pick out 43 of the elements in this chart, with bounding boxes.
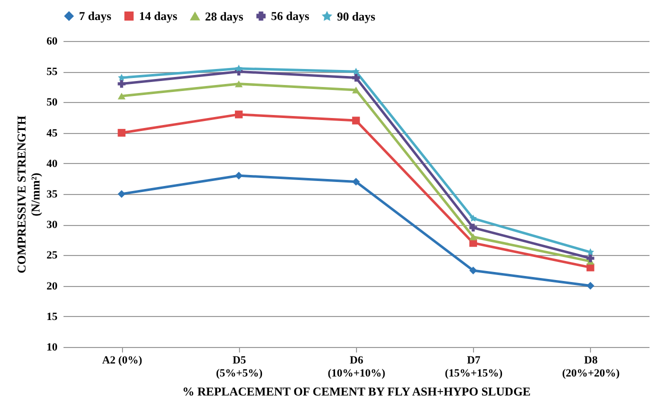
point xyxy=(469,233,478,240)
point xyxy=(234,172,243,180)
point xyxy=(234,80,243,88)
point xyxy=(469,266,478,274)
point xyxy=(118,92,126,100)
y-tick-label: 40 xyxy=(46,158,58,170)
y-tick-label: 60 xyxy=(46,36,58,48)
point xyxy=(586,282,594,290)
point xyxy=(352,68,360,75)
legend-label: 28 days xyxy=(205,9,244,24)
legend-label: 56 days xyxy=(271,9,310,24)
point xyxy=(118,74,126,81)
y-tick-label: 15 xyxy=(46,310,58,323)
x-tick-label: D8 (20%+20%) xyxy=(562,354,620,380)
y-tick-label: 45 xyxy=(46,127,58,140)
point xyxy=(470,214,477,222)
x-tick-label: A2 (0%) xyxy=(102,354,142,366)
legend-label: 14 days xyxy=(139,9,178,24)
x-tick-label: D6 (10%+10%) xyxy=(328,354,386,380)
y-tick-label: 35 xyxy=(46,188,58,200)
y-tick-label: 25 xyxy=(46,250,58,262)
point xyxy=(469,224,478,232)
legend-label: 7 days xyxy=(79,9,112,24)
y-tick-label: 55 xyxy=(46,66,58,78)
point xyxy=(352,74,360,82)
point xyxy=(586,254,594,262)
point xyxy=(352,116,360,124)
point xyxy=(118,80,126,88)
x-tick-label: D7 (15%+15%) xyxy=(444,354,503,380)
point xyxy=(118,190,126,198)
point xyxy=(352,178,360,186)
y-tick-label: 10 xyxy=(46,342,58,354)
x-axis-title: % REPLACEMENT OF CEMENT BY FLY ASH+HYPO SLUDGE xyxy=(182,384,531,398)
point xyxy=(235,64,242,72)
point xyxy=(234,110,243,118)
y-tick-label: 30 xyxy=(46,219,58,232)
legend-label: 90 days xyxy=(337,9,376,24)
y-tick-label: 50 xyxy=(46,96,58,109)
x-tick-label: D5 (5%+5%) xyxy=(216,354,263,380)
y-tick-label: 20 xyxy=(46,280,58,292)
point xyxy=(352,86,360,94)
point xyxy=(118,128,126,137)
y-axis-title: COMPRESSIVE STRENGTH (N/mm²) xyxy=(14,114,42,274)
